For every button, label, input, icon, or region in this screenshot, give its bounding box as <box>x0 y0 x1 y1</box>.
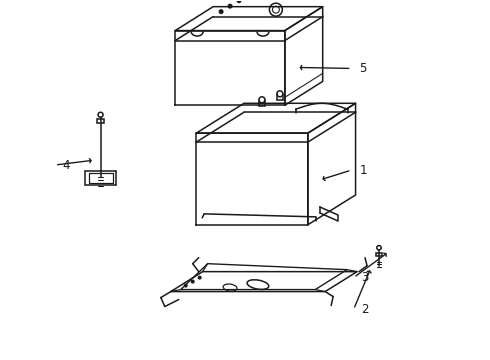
Circle shape <box>184 284 187 287</box>
Text: 4: 4 <box>63 158 70 172</box>
Circle shape <box>220 10 223 13</box>
Bar <box>376 252 382 256</box>
Circle shape <box>228 4 232 8</box>
Text: 2: 2 <box>362 303 369 316</box>
Circle shape <box>198 276 201 279</box>
Text: 5: 5 <box>360 62 367 75</box>
Circle shape <box>192 280 194 283</box>
Text: 1: 1 <box>360 163 367 176</box>
Bar <box>97 119 104 123</box>
Circle shape <box>237 0 241 3</box>
Text: 3: 3 <box>362 271 369 284</box>
